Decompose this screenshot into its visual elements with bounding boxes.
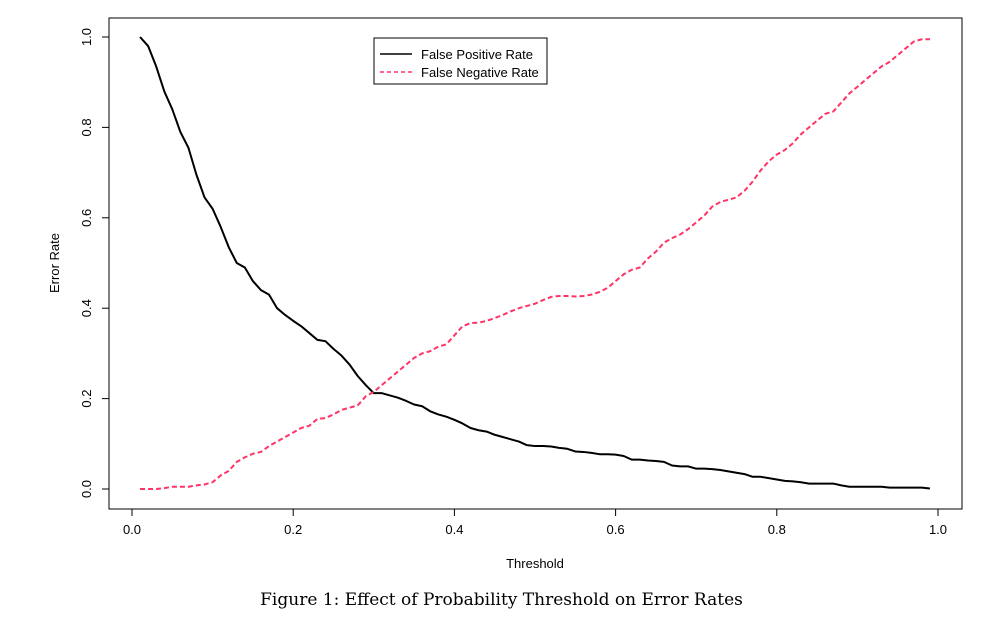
legend-label-fnr: False Negative Rate <box>421 65 539 80</box>
series-line-false-negative-rate <box>140 38 930 490</box>
x-axis: 0.0 0.2 0.4 0.6 0.8 1.0 <box>123 508 947 537</box>
y-tick-label: 0.4 <box>79 299 94 317</box>
x-tick-label: 0.0 <box>123 522 141 537</box>
series-layer <box>139 36 931 490</box>
y-tick-label: 0.8 <box>79 118 94 136</box>
x-axis-label: Threshold <box>506 556 564 571</box>
figure-caption: Figure 1: Effect of Probability Threshol… <box>260 590 743 610</box>
x-tick-label: 0.2 <box>284 522 302 537</box>
y-axis: 0.0 0.2 0.4 0.6 0.8 1.0 <box>79 28 110 498</box>
x-tick-label: 0.6 <box>607 522 625 537</box>
legend-label-fpr: False Positive Rate <box>421 47 533 62</box>
legend-box <box>373 37 548 85</box>
x-tick-label: 0.4 <box>445 522 463 537</box>
y-axis-label: Error Rate <box>47 233 62 293</box>
x-tick-label: 0.8 <box>768 522 786 537</box>
x-tick-label: 1.0 <box>929 522 947 537</box>
series-line-false-positive-rate <box>139 36 931 490</box>
y-tick-label: 1.0 <box>79 28 94 46</box>
legend: False Positive Rate False Negative Rate <box>373 37 548 85</box>
y-tick-label: 0.2 <box>79 390 94 408</box>
y-tick-label: 0.6 <box>79 209 94 227</box>
y-tick-label: 0.0 <box>79 480 94 498</box>
